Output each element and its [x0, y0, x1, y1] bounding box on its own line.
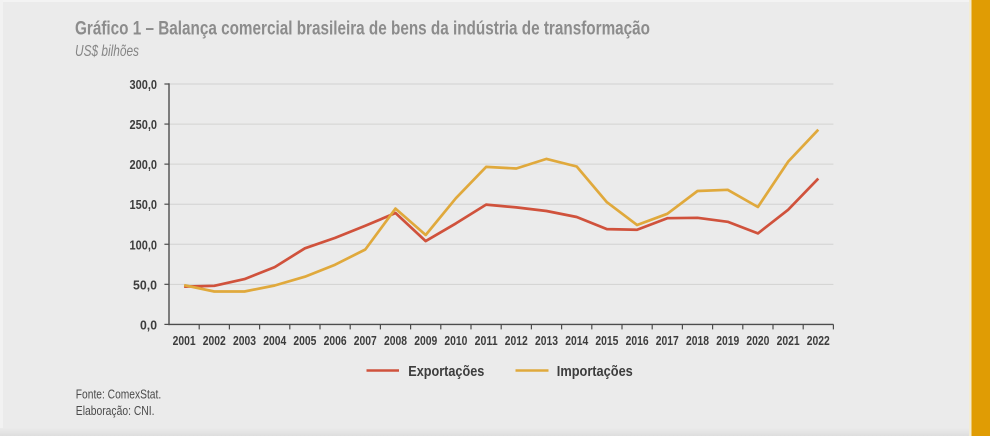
svg-text:2021: 2021 — [777, 333, 800, 348]
svg-text:50,0: 50,0 — [133, 277, 157, 292]
svg-text:Gráfico 1 – Balança comercial: Gráfico 1 – Balança comercial brasileira… — [75, 18, 650, 40]
svg-text:2007: 2007 — [354, 333, 377, 348]
svg-text:250,0: 250,0 — [130, 117, 158, 132]
svg-text:2019: 2019 — [716, 333, 739, 348]
svg-text:2018: 2018 — [686, 333, 709, 348]
svg-text:2015: 2015 — [595, 333, 618, 348]
svg-text:200,0: 200,0 — [130, 157, 158, 172]
svg-text:2013: 2013 — [535, 333, 558, 348]
svg-text:2010: 2010 — [444, 333, 467, 348]
svg-text:2012: 2012 — [505, 333, 528, 348]
svg-text:Exportações: Exportações — [408, 363, 484, 380]
svg-text:2005: 2005 — [293, 333, 316, 348]
svg-text:Fonte: ComexStat.: Fonte: ComexStat. — [76, 388, 161, 402]
svg-text:Importações: Importações — [557, 363, 633, 380]
svg-text:2002: 2002 — [203, 333, 226, 348]
svg-text:300,0: 300,0 — [130, 77, 158, 92]
svg-text:2020: 2020 — [746, 333, 769, 348]
svg-text:100,0: 100,0 — [130, 237, 158, 252]
svg-text:Elaboração: CNI.: Elaboração: CNI. — [76, 404, 155, 418]
svg-text:2016: 2016 — [626, 333, 649, 348]
svg-text:150,0: 150,0 — [130, 197, 158, 212]
svg-text:2017: 2017 — [656, 333, 679, 348]
svg-text:2008: 2008 — [384, 333, 407, 348]
svg-text:US$ bilhões: US$ bilhões — [75, 43, 139, 60]
svg-text:2003: 2003 — [233, 333, 256, 348]
svg-text:2011: 2011 — [475, 333, 498, 348]
svg-text:2001: 2001 — [173, 333, 196, 348]
svg-text:2022: 2022 — [807, 333, 830, 348]
svg-text:2014: 2014 — [565, 333, 589, 348]
svg-text:2004: 2004 — [263, 333, 287, 348]
svg-text:0,0: 0,0 — [140, 317, 157, 332]
svg-text:2006: 2006 — [324, 333, 347, 348]
svg-text:2009: 2009 — [414, 333, 437, 348]
